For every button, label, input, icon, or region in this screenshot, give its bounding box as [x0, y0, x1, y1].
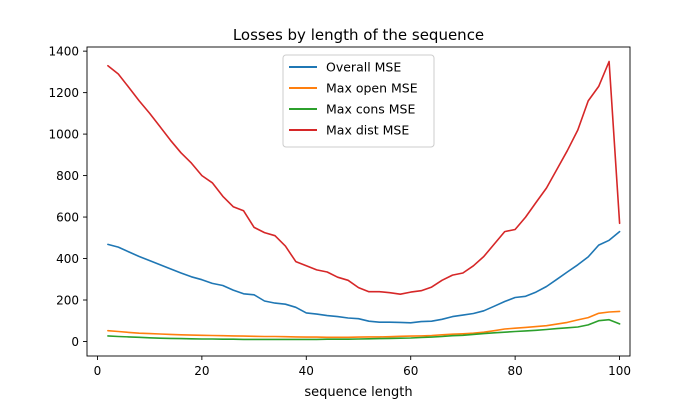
series-line-max-open-mse	[107, 310, 621, 339]
x-axis-label: sequence length	[304, 385, 412, 400]
x-tick-label: 100	[608, 364, 631, 378]
x-tick-label: 20	[194, 364, 209, 378]
y-tick-label: 0	[71, 335, 79, 349]
y-tick-label: 200	[56, 294, 79, 308]
series-line-max-cons-mse	[107, 318, 621, 341]
x-tick-label: 60	[403, 364, 418, 378]
legend-box	[282, 54, 435, 148]
x-tick-label: 0	[94, 364, 102, 378]
y-tick-label: 1000	[48, 128, 79, 142]
series-line-max-dist-mse	[107, 60, 621, 296]
x-tick-label: 80	[507, 364, 522, 378]
legend-label: Max cons MSE	[326, 102, 415, 117]
series-line-overall-mse	[107, 230, 621, 324]
chart-title: Losses by length of the sequence	[233, 26, 484, 44]
y-tick-label: 600	[56, 211, 79, 225]
y-tick-label: 400	[56, 252, 79, 266]
y-tick-label: 1200	[48, 86, 79, 100]
y-tick-label: 800	[56, 169, 79, 183]
legend-label: Max open MSE	[326, 81, 418, 96]
legend: Overall MSE Max open MSE Max cons MSE Max d…	[282, 54, 435, 148]
plot-frame	[86, 46, 631, 357]
legend-label: Max dist MSE	[326, 123, 409, 138]
y-tick-label: 1400	[48, 45, 79, 59]
x-tick-label: 40	[299, 364, 314, 378]
legend-label: Overall MSE	[326, 60, 401, 75]
